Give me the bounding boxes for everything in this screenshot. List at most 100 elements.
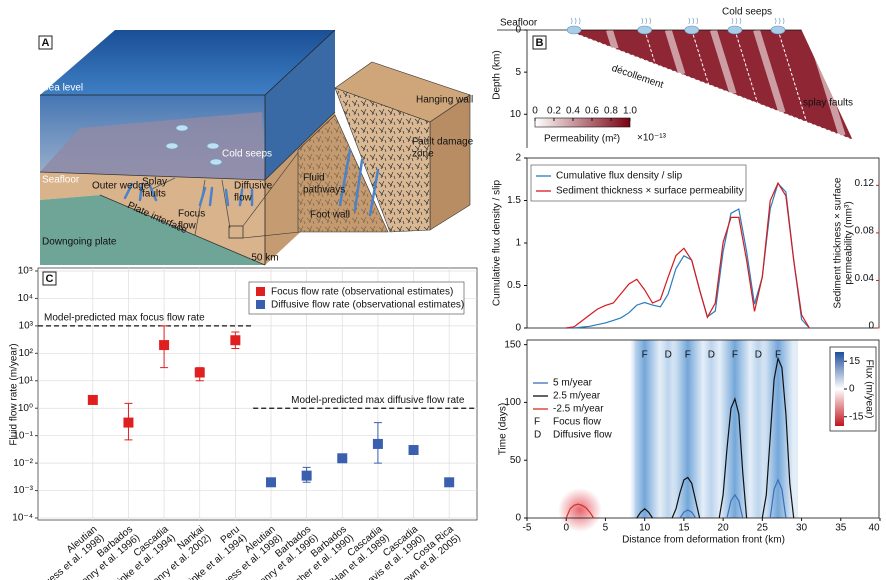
flow-label: F: [685, 350, 691, 361]
annotation: zone: [412, 149, 434, 160]
seep-bubbles: [732, 18, 741, 24]
y-tick-label: 1: [515, 238, 521, 249]
x-tick-label: 15: [678, 523, 690, 534]
panel-a: A Sea level Seafloor Outer wedge Splay f…: [39, 30, 474, 265]
marker: [409, 445, 419, 455]
legend-label: Focus flow: [553, 417, 602, 428]
marker: [266, 477, 276, 487]
figure: A Sea level Seafloor Outer wedge Splay f…: [0, 0, 886, 580]
flux-band: [763, 340, 793, 518]
colorbar: [535, 118, 630, 127]
reference-label: Model-predicted max focus flow rate: [44, 313, 205, 324]
legend-label: Diffusive flow rate (observational estim…: [271, 300, 464, 311]
marker: [88, 395, 98, 405]
y-tick-label: 10⁻⁴: [12, 513, 33, 524]
y-tick-label: 0: [515, 323, 521, 334]
marker: [444, 477, 454, 487]
legend-label: Focus flow rate (observational estimates…: [271, 287, 453, 298]
x-tick-label: 0: [563, 523, 569, 534]
y-tick-label: 2: [515, 153, 521, 164]
annotation: faults: [142, 189, 166, 200]
marker: [302, 471, 312, 481]
y-axis-label: Fluid flow rate (m/year): [9, 343, 20, 445]
legend-label: -2.5 m/year: [553, 404, 604, 415]
x-tick-label: 40: [868, 523, 880, 534]
annotation: Fault damage: [412, 137, 474, 148]
seep: [176, 125, 188, 131]
legend-symbol: F: [534, 417, 540, 428]
marker: [337, 453, 347, 463]
y-tick-label: 150: [504, 339, 521, 350]
x-tick-label: 10: [639, 523, 651, 534]
annotation: Downgoing plate: [42, 237, 117, 248]
y2-tick-label: 0.08: [855, 226, 875, 237]
legend-label: 5 m/year: [553, 378, 593, 389]
y-tick-label: 50: [510, 455, 522, 466]
colorbar: [835, 352, 844, 426]
y2-axis-label: Sediment thickness × surface: [833, 177, 844, 308]
y-axis-label: Time (days): [498, 403, 509, 455]
seep-bubbles: [642, 18, 651, 24]
annotation: décollement: [610, 63, 665, 91]
panel-label: C: [46, 273, 54, 285]
flux-band: [630, 340, 660, 518]
flow-label: D: [665, 350, 672, 361]
legend-label: Cumulative flux density / slip: [556, 171, 683, 182]
y-tick-label: 10³: [19, 321, 34, 332]
y-tick-label: 10⁴: [18, 293, 33, 304]
x-tick-label: 35: [835, 523, 847, 534]
colorbar-tick-label: 0.2: [547, 106, 561, 117]
annotation: Cold seeps: [722, 7, 772, 18]
annotation: Diffusive: [234, 181, 273, 192]
annotation: Seafloor: [500, 18, 538, 29]
seep: [685, 26, 699, 34]
annotation: Splay: [142, 177, 167, 188]
colorbar-tick-label: 1.0: [623, 106, 637, 117]
legend-symbol: D: [534, 430, 541, 441]
y-tick-label: 0.5: [507, 280, 521, 291]
y-tick-label: 5: [515, 67, 521, 78]
seep: [166, 143, 178, 149]
flux-band: [673, 340, 703, 518]
annotation: Fluid: [303, 173, 325, 184]
y-tick-label: 10⁰: [18, 403, 33, 414]
seep: [210, 159, 222, 165]
y-tick-label: 10⁻³: [13, 485, 33, 496]
legend-label: Diffusive flow: [553, 430, 613, 441]
scale-label: 50 km: [251, 253, 278, 264]
seep: [567, 26, 581, 34]
flow-label: D: [755, 350, 762, 361]
seep-bubbles: [571, 18, 580, 24]
x-tick-label: 30: [796, 523, 808, 534]
colorbar-label: Permeability (m²): [544, 134, 620, 145]
seep: [771, 26, 785, 34]
flux-band: [720, 340, 750, 518]
x-tick-label: 25: [757, 523, 769, 534]
marker: [123, 418, 133, 428]
panel-label: A: [42, 37, 50, 49]
colorbar-tick-label: 15: [849, 356, 861, 367]
marker: [230, 335, 240, 345]
annotation: Seafloor: [42, 175, 80, 186]
marker: [195, 368, 205, 378]
marker: [159, 340, 169, 350]
legend-label: 2.5 m/year: [553, 391, 601, 402]
annotation: Sea level: [42, 83, 83, 94]
flow-label: F: [642, 350, 648, 361]
colorbar-tick-label: 0: [849, 384, 855, 395]
seep: [207, 143, 219, 149]
annotation: splay faults: [803, 98, 853, 109]
colorbar-label: Flux (m/year): [863, 360, 874, 419]
panel-label: B: [536, 37, 544, 49]
colorbar-tick-label: 0: [532, 106, 538, 117]
x-tick-label: -5: [523, 523, 532, 534]
y-tick-label: 0: [515, 513, 521, 524]
y2-tick-label: 0.04: [855, 273, 875, 284]
y2-tick-label: 0.12: [855, 178, 875, 189]
colorbar-tick-label: 0.6: [585, 106, 599, 117]
flow-label: F: [732, 350, 738, 361]
reference-label: Model-predicted max diffusive flow rate: [291, 395, 465, 406]
annotation: Cold seeps: [222, 149, 272, 160]
colorbar-tick-label: -15: [849, 411, 864, 422]
y-axis-label: Depth (km): [492, 50, 503, 99]
